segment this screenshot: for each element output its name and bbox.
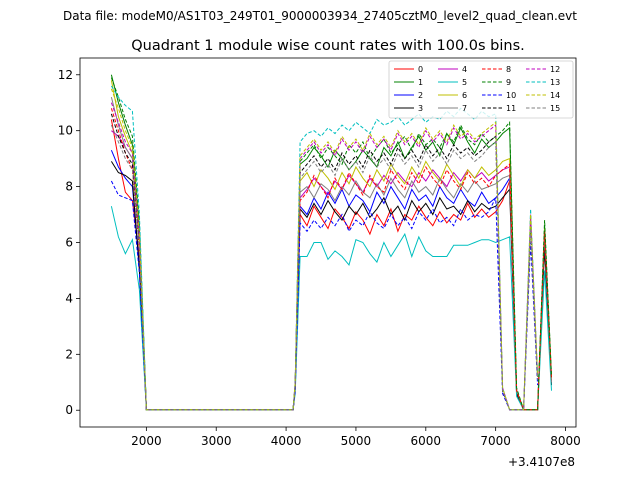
x-offset-label: +3.4107e8 <box>508 455 575 469</box>
y-tick-label: 12 <box>58 68 73 82</box>
series-line-14 <box>110 88 539 411</box>
legend-label-0: 0 <box>418 65 423 74</box>
series-line-8 <box>110 108 552 411</box>
legend-box <box>388 60 574 119</box>
y-tick-label: 2 <box>65 347 73 361</box>
legend-label-2: 2 <box>418 91 423 100</box>
legend-label-8: 8 <box>506 65 511 74</box>
legend-label-3: 3 <box>418 104 423 113</box>
y-axis: 0 2 4 6 8 10 12 <box>58 68 80 417</box>
x-tick-label: 5000 <box>341 434 372 448</box>
x-tick-label: 7000 <box>480 434 511 448</box>
x-axis: 2000 3000 4000 5000 6000 7000 8000 <box>131 427 581 448</box>
series-line-15 <box>110 124 539 411</box>
legend-label-7: 7 <box>462 104 467 113</box>
chart-title: Quadrant 1 module wise count rates with … <box>131 38 525 54</box>
y-tick-label: 8 <box>65 180 73 194</box>
x-tick-label: 2000 <box>131 434 162 448</box>
legend-label-14: 14 <box>550 91 560 100</box>
legend-label-10: 10 <box>506 91 516 100</box>
series-layer <box>110 74 552 411</box>
legend-label-9: 9 <box>506 78 511 87</box>
legend-label-1: 1 <box>418 78 423 87</box>
y-tick-label: 6 <box>65 236 73 250</box>
x-tick-label: 8000 <box>550 434 581 448</box>
legend-label-4: 4 <box>462 65 467 74</box>
x-tick-label: 3000 <box>201 434 232 448</box>
legend-label-11: 11 <box>506 104 516 113</box>
legend-label-5: 5 <box>462 78 467 87</box>
y-tick-label: 0 <box>65 403 73 417</box>
y-tick-label: 4 <box>65 291 73 305</box>
x-tick-label: 4000 <box>271 434 302 448</box>
legend-label-12: 12 <box>550 65 560 74</box>
x-tick-label: 6000 <box>411 434 442 448</box>
plot-area <box>80 58 576 427</box>
y-tick-label: 10 <box>58 124 73 138</box>
legend-label-15: 15 <box>550 104 560 113</box>
datafile-header: Data file: modeM0/AS1T03_249T01_90000039… <box>63 9 577 23</box>
legend-label-13: 13 <box>550 78 560 87</box>
legend-label-6: 6 <box>462 91 467 100</box>
